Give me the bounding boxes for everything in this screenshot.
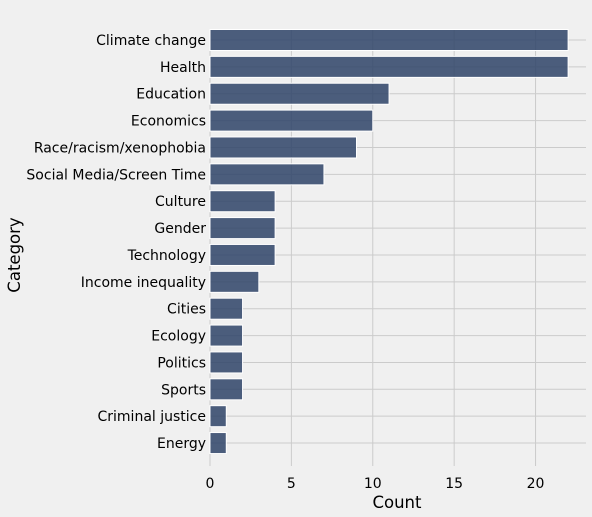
y-tick-labels: Climate change Health Education Economics Ra… [26, 33, 206, 452]
y-tick-label-0: Climate change [96, 33, 206, 49]
bar-1 [209, 55, 569, 78]
x-tick-label-1: 5 [287, 476, 296, 492]
x-tick-labels: 0 5 10 15 20 [206, 476, 545, 492]
x-tick-label-3: 15 [445, 476, 463, 492]
y-tick-label-6: Culture [155, 194, 206, 210]
bars [209, 29, 569, 455]
x-tick-label-2: 10 [364, 476, 382, 492]
bar-2 [209, 82, 390, 105]
y-tick-label-1: Health [160, 60, 206, 76]
bar-14 [209, 405, 227, 428]
bar-8 [209, 243, 276, 266]
y-tick-label-2: Education [136, 87, 206, 103]
bar-4 [209, 136, 357, 159]
bar-5 [209, 163, 325, 186]
y-tick-label-14: Criminal justice [98, 409, 207, 425]
y-tick-label-5: Social Media/Screen Time [26, 167, 206, 183]
y-tick-label-7: Gender [154, 221, 206, 237]
bar-0 [209, 29, 569, 51]
y-tick-label-4: Race/racism/xenophobia [34, 140, 206, 156]
bar-13 [209, 378, 244, 401]
y-tick-label-13: Sports [161, 382, 206, 398]
y-tick-label-12: Politics [157, 355, 206, 371]
bar-7 [209, 217, 276, 240]
x-tick-label-0: 0 [206, 476, 215, 492]
bar-11 [209, 324, 244, 347]
bar-6 [209, 190, 276, 213]
x-axis-title: Count [372, 493, 422, 512]
bar-10 [209, 297, 244, 320]
y-tick-label-8: Technology [127, 248, 206, 264]
bar-3 [209, 109, 374, 132]
bar-15 [209, 432, 227, 455]
y-tick-label-15: Energy [157, 436, 206, 452]
x-tick-label-4: 20 [527, 476, 545, 492]
bar-12 [209, 351, 244, 374]
y-tick-label-9: Income inequality [81, 275, 206, 291]
y-tick-label-11: Ecology [151, 329, 206, 345]
y-tick-label-10: Cities [167, 302, 206, 318]
y-tick-label-3: Economics [131, 114, 206, 130]
bar-9 [209, 270, 260, 293]
y-axis-title: Category [5, 217, 24, 293]
